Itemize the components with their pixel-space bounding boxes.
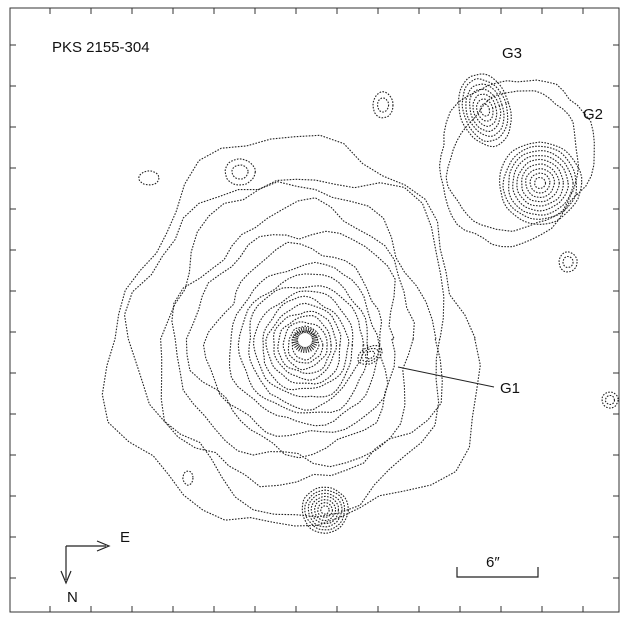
core-ray — [304, 347, 305, 353]
ticks — [10, 8, 619, 612]
core-ray — [292, 337, 298, 338]
contour — [230, 262, 380, 425]
compass: E N — [61, 529, 130, 606]
contour — [232, 165, 248, 179]
contour — [238, 274, 367, 413]
compass-east: E — [120, 529, 130, 546]
contour — [477, 99, 493, 121]
core-ray — [306, 327, 307, 333]
frame — [10, 8, 619, 612]
core-ray — [306, 347, 307, 353]
contour — [517, 159, 564, 206]
g1-pointer — [398, 367, 494, 387]
contour — [605, 396, 614, 405]
contour — [308, 493, 342, 526]
contour — [500, 142, 582, 224]
contour — [602, 392, 618, 408]
contour — [139, 171, 159, 185]
contour — [266, 303, 341, 384]
contour-figure: PKS 2155-304 G3 G2 G1 E N 6″ — [0, 0, 621, 622]
contour — [522, 164, 560, 202]
contour — [102, 135, 480, 526]
contour — [535, 178, 546, 189]
contour — [373, 92, 393, 118]
contour — [161, 182, 443, 487]
compass-north: N — [67, 589, 78, 606]
contour — [513, 156, 569, 211]
object-name: PKS 2155-304 — [52, 39, 150, 56]
g3-label: G3 — [502, 45, 522, 62]
g2-label: G2 — [583, 106, 603, 123]
contour — [378, 98, 389, 112]
core-ray — [307, 328, 309, 334]
contour — [362, 349, 379, 362]
contour — [311, 496, 338, 523]
contour — [225, 159, 255, 185]
contour — [254, 291, 353, 397]
contour — [321, 506, 329, 514]
contour — [183, 471, 193, 485]
contour — [365, 351, 374, 359]
contour — [509, 151, 573, 216]
contour — [480, 104, 489, 116]
contour — [563, 257, 573, 268]
contour — [530, 173, 550, 193]
core-ray — [301, 328, 303, 334]
core-ray — [312, 341, 318, 342]
core-ray — [307, 347, 309, 353]
contour — [466, 84, 504, 136]
core-ray — [301, 347, 303, 353]
contour — [125, 179, 444, 517]
core-ray — [304, 327, 305, 333]
contour — [446, 91, 578, 232]
contours — [102, 74, 618, 533]
core-ray — [292, 341, 298, 342]
core-ray — [312, 337, 318, 338]
g1-label: G1 — [500, 380, 520, 397]
contour — [559, 252, 577, 272]
page: PKS 2155-304 G3 G2 G1 E N 6″ (() => { co… — [0, 0, 621, 622]
scale-bar-label: 6″ — [486, 554, 500, 571]
